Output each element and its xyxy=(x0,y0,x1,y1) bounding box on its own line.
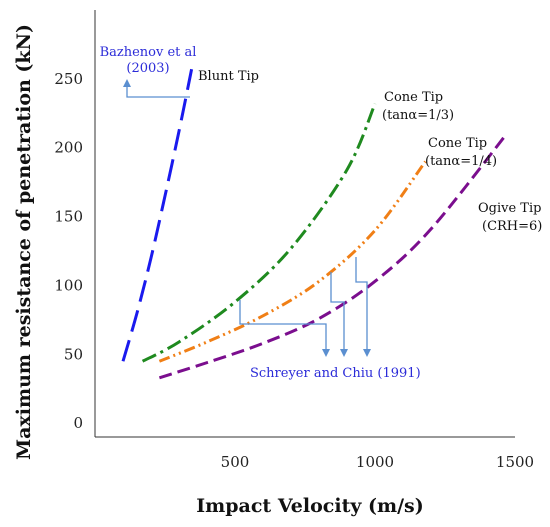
annotation-leaders xyxy=(123,79,371,357)
axes xyxy=(94,10,515,438)
y-tick-label: 100 xyxy=(54,276,83,294)
annotation-cone14-line2: (tanα=1/4) xyxy=(425,154,497,169)
series-group xyxy=(121,68,508,380)
y-tick-label: 250 xyxy=(54,70,83,88)
annotation-cone13-line1: Cone Tip xyxy=(384,90,443,105)
annotation-leader-4 xyxy=(355,257,371,357)
annotation-leader-1 xyxy=(123,79,190,98)
series-line-3 xyxy=(158,160,427,363)
y-tick-label: 200 xyxy=(54,139,83,157)
annotation-cone13-line2: (tanα=1/3) xyxy=(382,108,454,123)
annotation-ogive-line2: (CRH=6) xyxy=(482,219,542,234)
annotation-leader-3 xyxy=(330,272,348,357)
x-tick-label: 1500 xyxy=(496,453,534,471)
annotation-leader-2 xyxy=(239,300,330,357)
annotation-cone14-line1: Cone Tip xyxy=(428,136,487,151)
annotation-blunt-tip: Blunt Tip xyxy=(198,69,259,84)
x-axis-title: Impact Velocity (m/s) xyxy=(196,495,423,517)
annotation-ogive-line1: Ogive Tip xyxy=(478,201,541,216)
ticks: 0 50 100 150 200 250 500 1000 1500 xyxy=(54,70,534,471)
y-tick-label: 150 xyxy=(54,208,83,226)
x-tick-label: 1000 xyxy=(356,453,394,471)
series-line-4 xyxy=(158,133,508,380)
y-tick-label: 0 xyxy=(73,414,83,432)
y-axis-title: Maximum resistance of penetration (kN) xyxy=(13,24,35,460)
series-line-2 xyxy=(141,103,377,363)
annotation-bazhenov-line2: (2003) xyxy=(126,61,169,76)
annotation-schreyer-chiu: Schreyer and Chiu (1991) xyxy=(250,366,421,381)
y-tick-label: 50 xyxy=(64,345,83,363)
x-tick-label: 500 xyxy=(221,453,250,471)
annotation-bazhenov-line1: Bazhenov et al xyxy=(100,45,197,60)
series-line-1 xyxy=(121,68,194,362)
